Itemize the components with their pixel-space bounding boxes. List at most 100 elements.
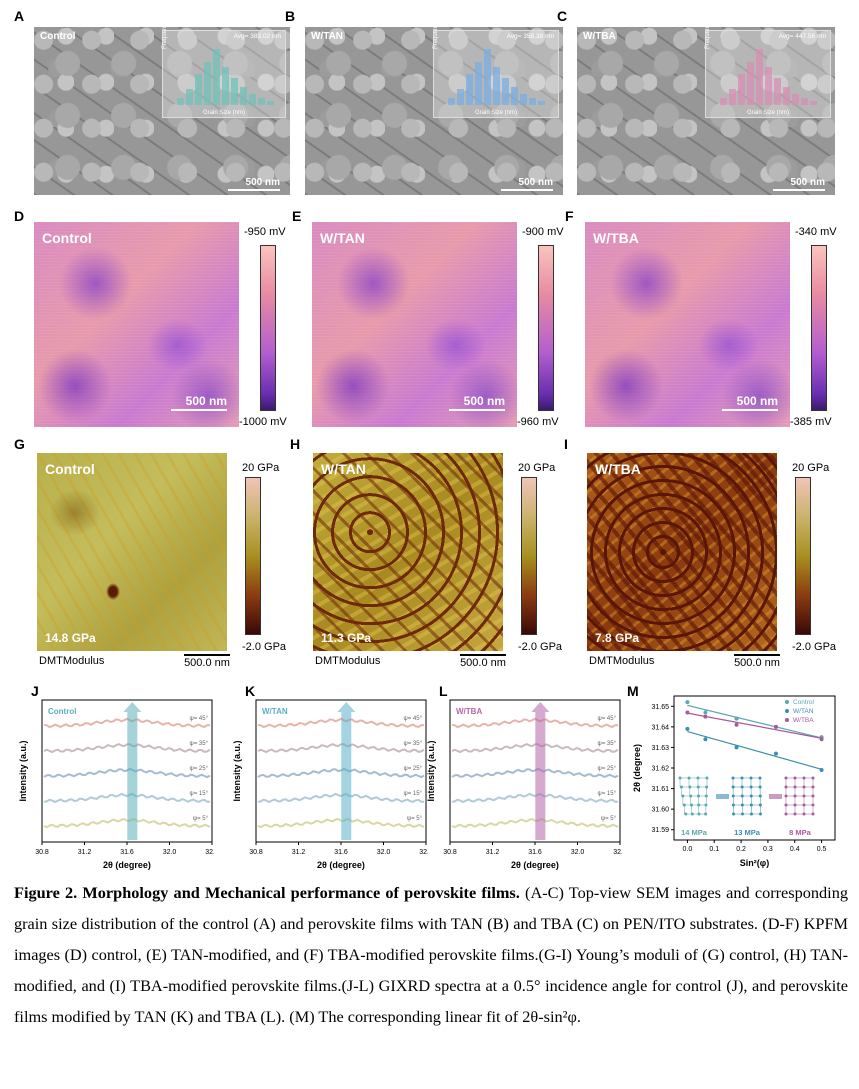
x-tick-label: 32.0 <box>163 849 177 856</box>
histogram-bar <box>231 78 238 105</box>
panel-letter: J <box>31 683 39 699</box>
xrd-curve <box>257 742 425 754</box>
histogram-bar <box>448 97 455 105</box>
series-label: ψ= 35° <box>403 741 422 747</box>
kpfm-image: Control 500 nm <box>34 222 239 427</box>
colorbar-max: 20 GPa <box>518 462 556 474</box>
grain-size-histogram: Avg= 447.56 nm Grain Size (nm) Frequency (… <box>705 27 831 118</box>
x-axis-label: 2θ (degree) <box>317 860 365 870</box>
legend-marker <box>785 709 789 713</box>
lattice-atom <box>758 812 762 816</box>
sem-label: Control <box>40 31 76 42</box>
xrd-curve <box>451 817 619 829</box>
kpfm-image: W/TAN 500 nm <box>312 222 517 427</box>
histogram-bar <box>249 94 256 105</box>
dmt-label: Control <box>45 461 95 477</box>
colorbar-min: -960 mV <box>517 416 559 428</box>
x-tick-label: 32.0 <box>377 849 391 856</box>
scale-bar-label: 500 nm <box>736 394 778 408</box>
scale-bar-line <box>171 409 227 411</box>
dmt-label: W/TBA <box>595 461 641 477</box>
panel-letter: B <box>285 8 296 24</box>
x-tick-label: 0.2 <box>736 846 746 853</box>
kpfm-label: W/TBA <box>593 230 639 246</box>
sem-texture <box>577 27 835 195</box>
caption-body: (A-C) Top-view SEM images and correspond… <box>14 883 848 1026</box>
scale-bar-label: 500 nm <box>790 177 825 188</box>
lattice-atom <box>731 812 735 816</box>
data-point <box>703 710 708 715</box>
x-tick-label: 31.6 <box>334 849 348 856</box>
x-tick-label: 31.2 <box>486 849 500 856</box>
scale-bar-label: 500.0 nm <box>184 657 230 669</box>
scale-bar-line <box>773 189 825 191</box>
y-tick-label: 31.64 <box>651 724 669 731</box>
sem-texture <box>305 27 563 195</box>
xrd-curve <box>257 717 425 729</box>
stress-annotation: 13 MPa <box>734 828 761 837</box>
series-label: ψ= 15° <box>403 791 422 797</box>
series-label: ψ= 35° <box>597 741 616 747</box>
series-label: ψ= 25° <box>403 766 422 772</box>
histogram-bar <box>511 87 518 105</box>
x-tick-label: 31.2 <box>78 849 92 856</box>
histogram-bar <box>484 49 491 105</box>
histogram-bar <box>267 100 274 105</box>
histogram-bar <box>258 97 265 105</box>
x-tick-label: 0.1 <box>709 846 719 853</box>
data-point <box>773 751 778 756</box>
y-tick-label: 31.65 <box>651 704 669 711</box>
x-tick-label: 30.8 <box>35 849 49 856</box>
colorbar-max: 20 GPa <box>242 462 280 474</box>
data-point <box>734 716 739 721</box>
panel-letter: E <box>292 208 302 224</box>
histogram-bar <box>195 73 202 105</box>
dmt-sublabel: DMTModulus <box>589 655 655 667</box>
xrd-curve <box>257 817 425 829</box>
figure-caption: Figure 2. Morphology and Mechanical perf… <box>14 877 848 1032</box>
histogram-bar <box>747 61 754 105</box>
histogram-bar <box>177 97 184 105</box>
modulus-value: 7.8 GPa <box>595 631 640 645</box>
data-point <box>819 768 824 773</box>
data-point <box>773 724 778 729</box>
y-tick-label: 31.59 <box>651 827 669 834</box>
data-point <box>819 737 824 742</box>
x-axis-label: 2θ (degree) <box>511 860 559 870</box>
grain-size-histogram: Avg= 358.38 nm Grain Size (nm) Frequency (… <box>433 27 559 118</box>
colorbar-max: -950 mV <box>244 226 286 238</box>
avg-grain-size: Avg= 383.02 nm <box>233 33 281 40</box>
xrd-curve <box>257 767 425 779</box>
series-label: ψ= 25° <box>597 766 616 772</box>
xrd-curve <box>257 792 425 804</box>
legend-label: W/TAN <box>793 708 814 715</box>
xrd-chart: Control Intensity (a.u.) 2θ (degree) 30.8 31… <box>18 699 214 870</box>
histogram-bar <box>792 94 799 105</box>
histogram-ylabel: Frequency (%) <box>433 27 439 49</box>
kpfm-label: W/TAN <box>320 230 365 246</box>
series-label: ψ= 5° <box>193 816 209 822</box>
scale-bar-line <box>734 654 780 656</box>
x-tick-label: 30.8 <box>249 849 263 856</box>
y-tick-label: 31.62 <box>651 766 669 773</box>
colorbar-min: -2.0 GPa <box>518 641 563 653</box>
xrd-curve <box>43 742 211 754</box>
histogram-bar <box>186 88 193 105</box>
scale-bar: 500 nm <box>722 394 778 411</box>
legend-label: W/TBA <box>793 717 814 724</box>
data-point <box>703 737 708 742</box>
data-point <box>734 722 739 727</box>
x-tick-label: 0.0 <box>683 846 693 853</box>
stress-fit-chart: 0.0 0.1 0.2 0.3 0.4 0.5 31.59 31.60 31.61 31.62 31… <box>632 695 836 868</box>
x-axis-label: Sin²(φ) <box>740 858 769 868</box>
fit-line <box>687 730 822 770</box>
histogram-bar <box>810 100 817 105</box>
scale-bar: 500 nm <box>449 394 505 411</box>
panel-letter: C <box>557 8 568 24</box>
panel-letter: H <box>290 436 301 452</box>
series-label: ψ= 45° <box>403 716 422 722</box>
x-tick-label: 0.5 <box>817 846 827 853</box>
histogram-bar <box>774 78 781 105</box>
fit-line <box>687 704 822 739</box>
histogram-xlabel: Grain Size (nm) <box>746 110 789 116</box>
